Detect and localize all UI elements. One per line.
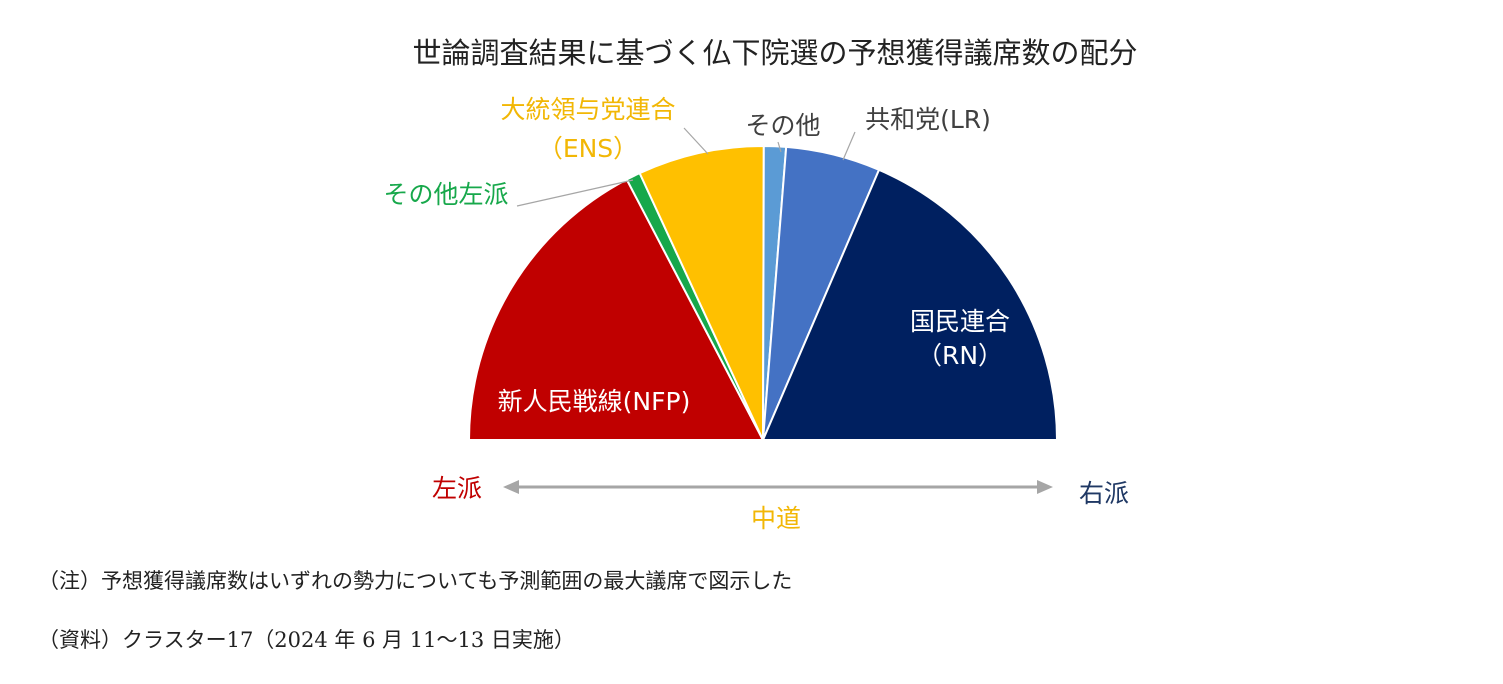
political-axis: 左派 中道 右派 — [432, 474, 1129, 533]
chart-note: （注）予想獲得議席数はいずれの勢力についても予測範囲の最大議席で図示した — [38, 569, 793, 593]
leader-line-2 — [683, 127, 709, 155]
slice-label-2-1: （ENS） — [538, 134, 638, 163]
leader-line-4 — [842, 131, 856, 161]
slice-0 — [467, 178, 765, 441]
slice-label-0-0: 新人民戦線(NFP) — [498, 387, 691, 416]
leader-line-1 — [516, 179, 634, 207]
slice-label-3-0: その他 — [745, 111, 820, 140]
chart-source: （資料）クラスター17（2024 年 6 月 11〜13 日実施） — [38, 628, 575, 652]
slice-label-1-0: その他左派 — [383, 180, 508, 209]
slice-label-4-0: 共和党(LR) — [865, 105, 991, 134]
slices-group — [467, 144, 1059, 441]
axis-right-label: 右派 — [1079, 479, 1129, 508]
chart-title: 世論調査結果に基づく仏下院選の予想獲得議席数の配分 — [412, 36, 1137, 70]
axis-center-label: 中道 — [751, 504, 801, 533]
axis-arrow-right-icon — [1037, 480, 1053, 494]
leader-line-3 — [777, 141, 782, 153]
axis-arrow-left-icon — [503, 480, 519, 494]
slice-2 — [638, 144, 765, 441]
slice-label-2-0: 大統領与党連合 — [500, 95, 675, 124]
axis-left-label: 左派 — [432, 474, 482, 503]
slice-label-5-0: 国民連合 — [910, 307, 1010, 336]
labels-group: 新人民戦線(NFP) その他左派 大統領与党連合 （ENS） その他 共和党(LR) 国民連… — [383, 95, 1010, 416]
slice-5 — [761, 168, 1059, 441]
slice-label-5-1: （RN） — [917, 341, 1003, 370]
